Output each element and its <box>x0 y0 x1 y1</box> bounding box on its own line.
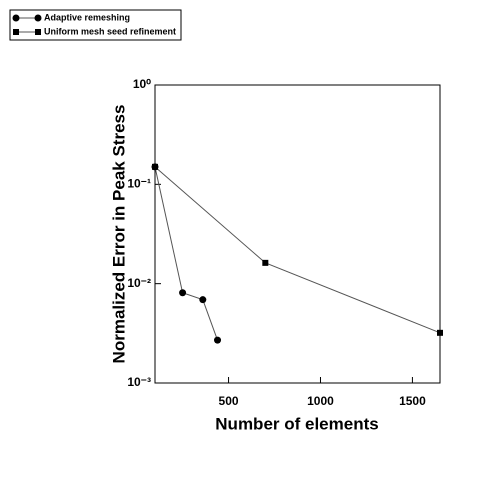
marker <box>13 29 19 35</box>
y-tick-label: 10⁻³ <box>127 375 151 389</box>
marker <box>35 29 41 35</box>
y-axis-label: Normalized Error in Peak Stress <box>109 105 128 364</box>
series-line <box>154 166 441 334</box>
marker <box>214 336 222 344</box>
plot-frame <box>154 84 441 384</box>
marker <box>199 296 207 304</box>
legend-label: Adaptive remeshing <box>44 12 130 22</box>
marker <box>262 259 269 266</box>
x-tick-label: 1000 <box>307 394 334 408</box>
marker <box>34 14 42 22</box>
marker <box>179 289 187 297</box>
series-line <box>154 166 218 341</box>
legend-label: Uniform mesh seed refinement <box>44 26 176 36</box>
y-tick-label: 10⁻² <box>127 276 151 290</box>
marker <box>437 329 443 336</box>
marker <box>12 14 20 22</box>
x-tick-label: 1500 <box>399 394 426 408</box>
y-tick-label: 10⁰ <box>133 77 151 91</box>
y-tick-label: 10⁻¹ <box>127 177 151 191</box>
marker <box>152 163 158 170</box>
x-axis-label: Number of elements <box>215 414 378 433</box>
x-tick-label: 500 <box>219 394 239 408</box>
